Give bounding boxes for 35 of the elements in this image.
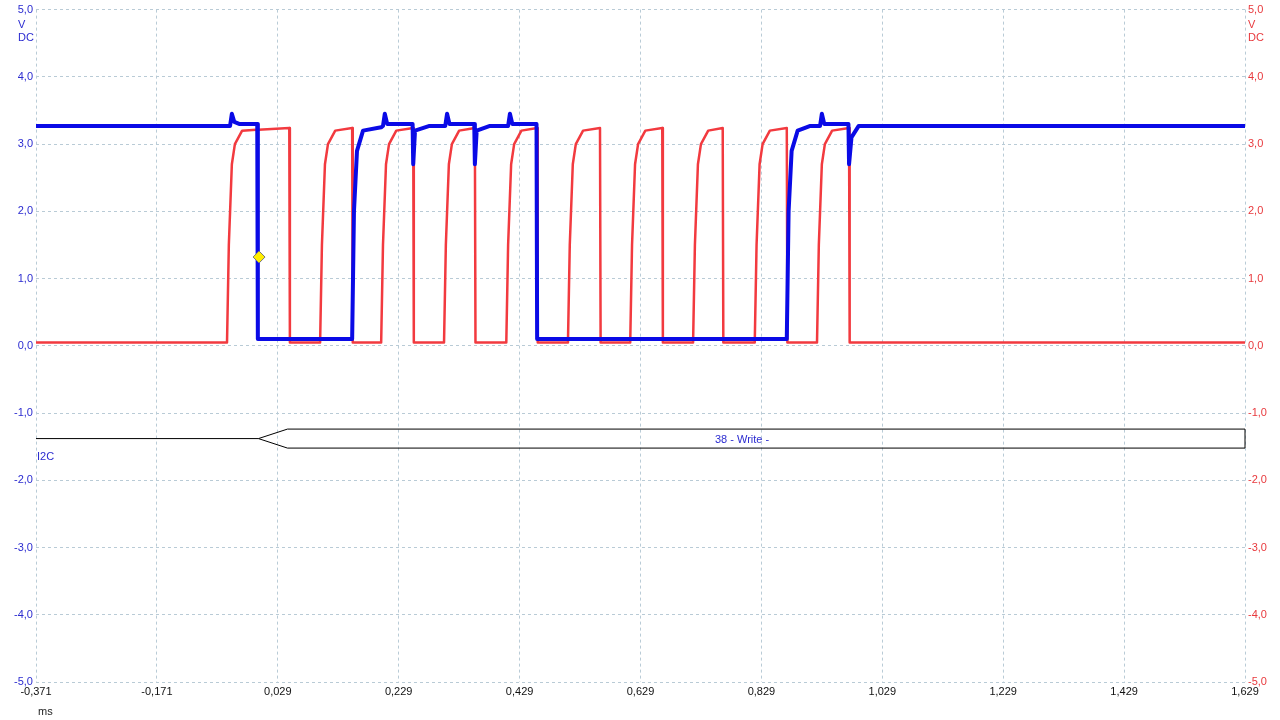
y-tick-label: -2,0 (14, 473, 33, 486)
y2-tick-label: 4,0 (1248, 69, 1264, 82)
x-tick-label: -0,171 (141, 684, 173, 697)
x-tick-label: 1,029 (868, 684, 897, 697)
x-tick-label: 0,629 (626, 684, 655, 697)
x-tick-label: 0,229 (384, 684, 413, 697)
annotation: I2C (37, 449, 55, 462)
y-tick-label: 0,0 (17, 338, 33, 351)
x-tick-label: 0,829 (747, 684, 776, 697)
y-tick-label: -5,0 (14, 675, 33, 688)
y-tick-label: -1,0 (14, 406, 33, 419)
y-tick-label: 3,0 (17, 137, 33, 150)
y-tick-label: 2,0 (17, 204, 33, 217)
x-tick-label: 1,429 (1110, 684, 1138, 697)
y2-tick-label: 5,0 (1248, 2, 1264, 15)
y2-tick-label: -4,0 (1248, 607, 1267, 620)
y2-tick-label: 2,0 (1248, 204, 1264, 217)
y-axis-title: V DC (18, 18, 34, 44)
x-tick-label: 1,229 (989, 684, 1017, 697)
y-tick-label: -4,0 (14, 607, 33, 620)
y-tick-label: 4,0 (17, 69, 33, 82)
y2-tick-label: 0,0 (1248, 338, 1264, 351)
x-tick-label: 0,029 (264, 684, 292, 697)
y2-tick-label: -3,0 (1248, 540, 1267, 553)
y-tick-label: 1,0 (17, 271, 33, 284)
y2-tick-label: -1,0 (1248, 406, 1267, 419)
y2-tick-label: -2,0 (1248, 473, 1267, 486)
x-axis-title: ms (38, 704, 54, 717)
y-tick-label: -3,0 (14, 540, 33, 553)
x-tick-label: 0,429 (505, 684, 534, 697)
y2-axis-title: V DC (1248, 18, 1264, 44)
y2-tick-label: 3,0 (1248, 137, 1264, 150)
y-tick-label: 5,0 (17, 2, 33, 15)
y2-tick-label: 1,0 (1248, 271, 1264, 284)
annotation: 38 - Write - (714, 432, 770, 445)
